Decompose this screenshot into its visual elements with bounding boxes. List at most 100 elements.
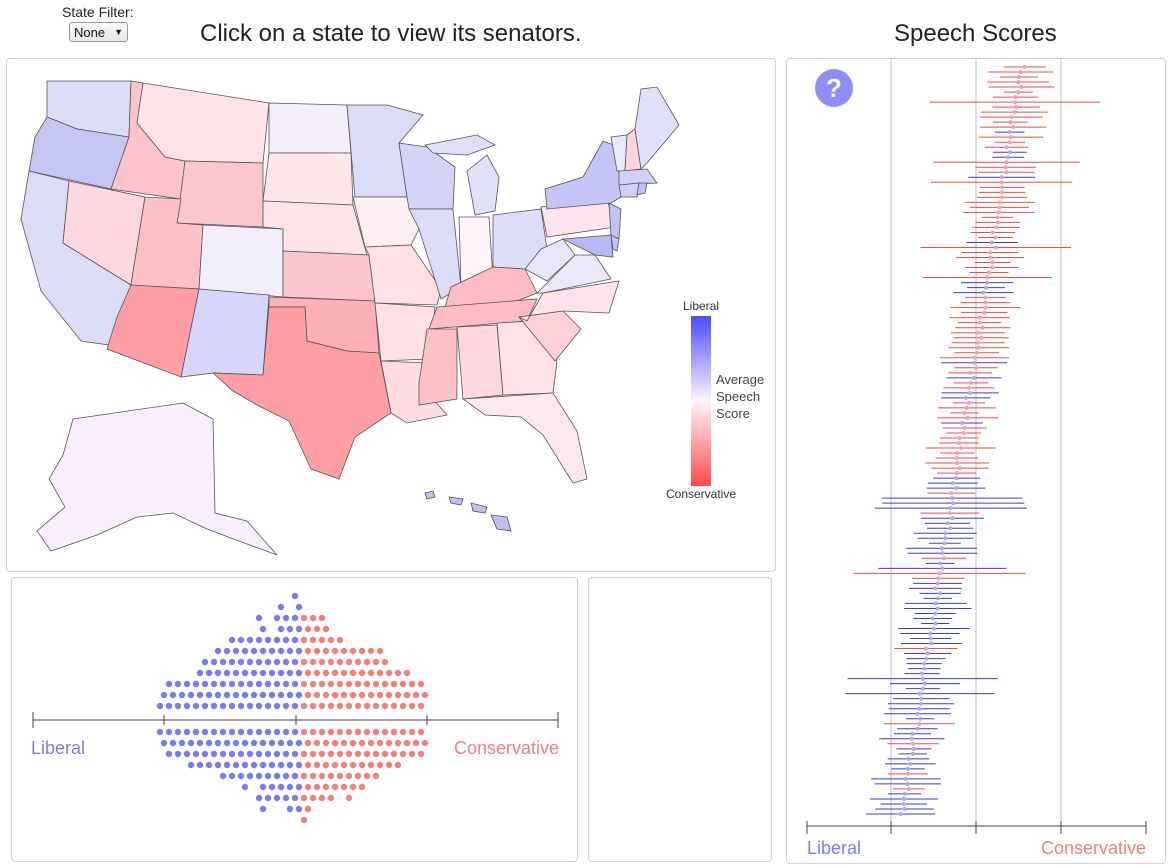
state-new-jersey[interactable] xyxy=(608,202,622,240)
senator-dot[interactable] xyxy=(210,728,218,736)
senator-dot[interactable] xyxy=(394,669,402,677)
senator-dot[interactable] xyxy=(286,783,294,791)
senator-dot[interactable] xyxy=(336,658,344,666)
speech-score-point[interactable] xyxy=(950,496,955,501)
senator-dot[interactable] xyxy=(219,750,227,758)
senator-dot[interactable] xyxy=(345,772,353,780)
senator-dot[interactable] xyxy=(327,658,335,666)
senator-dot[interactable] xyxy=(349,691,357,699)
state-kansas[interactable] xyxy=(282,250,376,302)
speech-score-point[interactable] xyxy=(924,656,929,661)
senator-dot[interactable] xyxy=(331,761,339,769)
senator-dot[interactable] xyxy=(192,680,200,688)
senator-dot[interactable] xyxy=(358,691,366,699)
senator-dot[interactable] xyxy=(282,614,290,622)
senator-dot[interactable] xyxy=(178,691,186,699)
speech-score-point[interactable] xyxy=(961,430,966,435)
speech-score-point[interactable] xyxy=(974,365,979,370)
speech-score-point[interactable] xyxy=(942,541,947,546)
speech-score-point[interactable] xyxy=(999,175,1004,180)
speech-score-point[interactable] xyxy=(904,776,909,781)
senator-dot[interactable] xyxy=(381,658,389,666)
speech-score-point[interactable] xyxy=(966,400,971,405)
senator-dot[interactable] xyxy=(322,761,330,769)
senator-dot[interactable] xyxy=(255,680,263,688)
senator-dot[interactable] xyxy=(345,702,353,710)
senator-dot[interactable] xyxy=(165,750,173,758)
senator-dot[interactable] xyxy=(390,680,398,688)
speech-score-point[interactable] xyxy=(983,305,988,310)
senator-dot[interactable] xyxy=(273,750,281,758)
speech-score-point[interactable] xyxy=(1008,150,1013,155)
speech-score-point[interactable] xyxy=(954,476,959,481)
senator-dot[interactable] xyxy=(331,739,339,747)
senator-dot[interactable] xyxy=(291,728,299,736)
senator-dot[interactable] xyxy=(345,680,353,688)
senator-dot[interactable] xyxy=(246,728,254,736)
speech-score-point[interactable] xyxy=(988,255,993,260)
senator-dot[interactable] xyxy=(309,636,317,644)
speech-score-point[interactable] xyxy=(925,651,930,656)
senator-dot[interactable] xyxy=(313,783,321,791)
speech-score-point[interactable] xyxy=(935,606,940,611)
speech-score-point[interactable] xyxy=(1008,135,1013,140)
senator-dot[interactable] xyxy=(259,739,267,747)
senator-dot[interactable] xyxy=(372,680,380,688)
speech-score-point[interactable] xyxy=(962,410,967,415)
senator-dot[interactable] xyxy=(264,680,272,688)
senator-dot[interactable] xyxy=(228,750,236,758)
speech-score-point[interactable] xyxy=(915,711,920,716)
senator-dot[interactable] xyxy=(241,739,249,747)
senator-dot[interactable] xyxy=(286,625,294,633)
senator-dot[interactable] xyxy=(277,761,285,769)
senator-dot[interactable] xyxy=(241,761,249,769)
speech-score-point[interactable] xyxy=(911,746,916,751)
senator-dot[interactable] xyxy=(327,636,335,644)
speech-score-point[interactable] xyxy=(898,811,903,816)
speech-score-point[interactable] xyxy=(935,596,940,601)
senator-dot[interactable] xyxy=(291,680,299,688)
senator-dot[interactable] xyxy=(304,761,312,769)
senator-dot[interactable] xyxy=(417,680,425,688)
senator-dot[interactable] xyxy=(318,794,326,802)
senator-dot[interactable] xyxy=(327,728,335,736)
senator-dot[interactable] xyxy=(367,669,375,677)
senator-dot[interactable] xyxy=(196,761,204,769)
senator-dot[interactable] xyxy=(223,691,231,699)
speech-score-point[interactable] xyxy=(936,576,941,581)
senator-dot[interactable] xyxy=(291,658,299,666)
senator-dot[interactable] xyxy=(358,783,366,791)
senator-dot[interactable] xyxy=(277,625,285,633)
speech-score-point[interactable] xyxy=(990,230,995,235)
senator-dot[interactable] xyxy=(223,761,231,769)
senator-dot[interactable] xyxy=(277,647,285,655)
senator-dot[interactable] xyxy=(250,647,258,655)
speech-score-point[interactable] xyxy=(928,631,933,636)
senator-dot[interactable] xyxy=(313,691,321,699)
senator-dot[interactable] xyxy=(291,592,299,600)
speech-score-point[interactable] xyxy=(910,751,915,756)
senator-dot[interactable] xyxy=(255,702,263,710)
senator-dot[interactable] xyxy=(358,647,366,655)
senator-dot[interactable] xyxy=(354,702,362,710)
senator-dot[interactable] xyxy=(232,739,240,747)
senator-dot[interactable] xyxy=(390,750,398,758)
senator-dot[interactable] xyxy=(412,691,420,699)
senator-dot[interactable] xyxy=(318,658,326,666)
speech-score-point[interactable] xyxy=(983,295,988,300)
speech-score-point[interactable] xyxy=(922,666,927,671)
senator-dot[interactable] xyxy=(223,739,231,747)
senator-dot[interactable] xyxy=(282,794,290,802)
speech-score-point[interactable] xyxy=(977,320,982,325)
senator-dot[interactable] xyxy=(255,772,263,780)
senator-dot[interactable] xyxy=(201,658,209,666)
speech-score-point[interactable] xyxy=(923,646,928,651)
senator-dot[interactable] xyxy=(264,794,272,802)
speech-score-point[interactable] xyxy=(1008,120,1013,125)
speech-score-point[interactable] xyxy=(986,270,991,275)
speech-score-point[interactable] xyxy=(938,561,943,566)
senator-dot[interactable] xyxy=(187,761,195,769)
speech-score-point[interactable] xyxy=(1009,115,1014,120)
senator-dot[interactable] xyxy=(322,669,330,677)
speech-score-point[interactable] xyxy=(964,405,969,410)
